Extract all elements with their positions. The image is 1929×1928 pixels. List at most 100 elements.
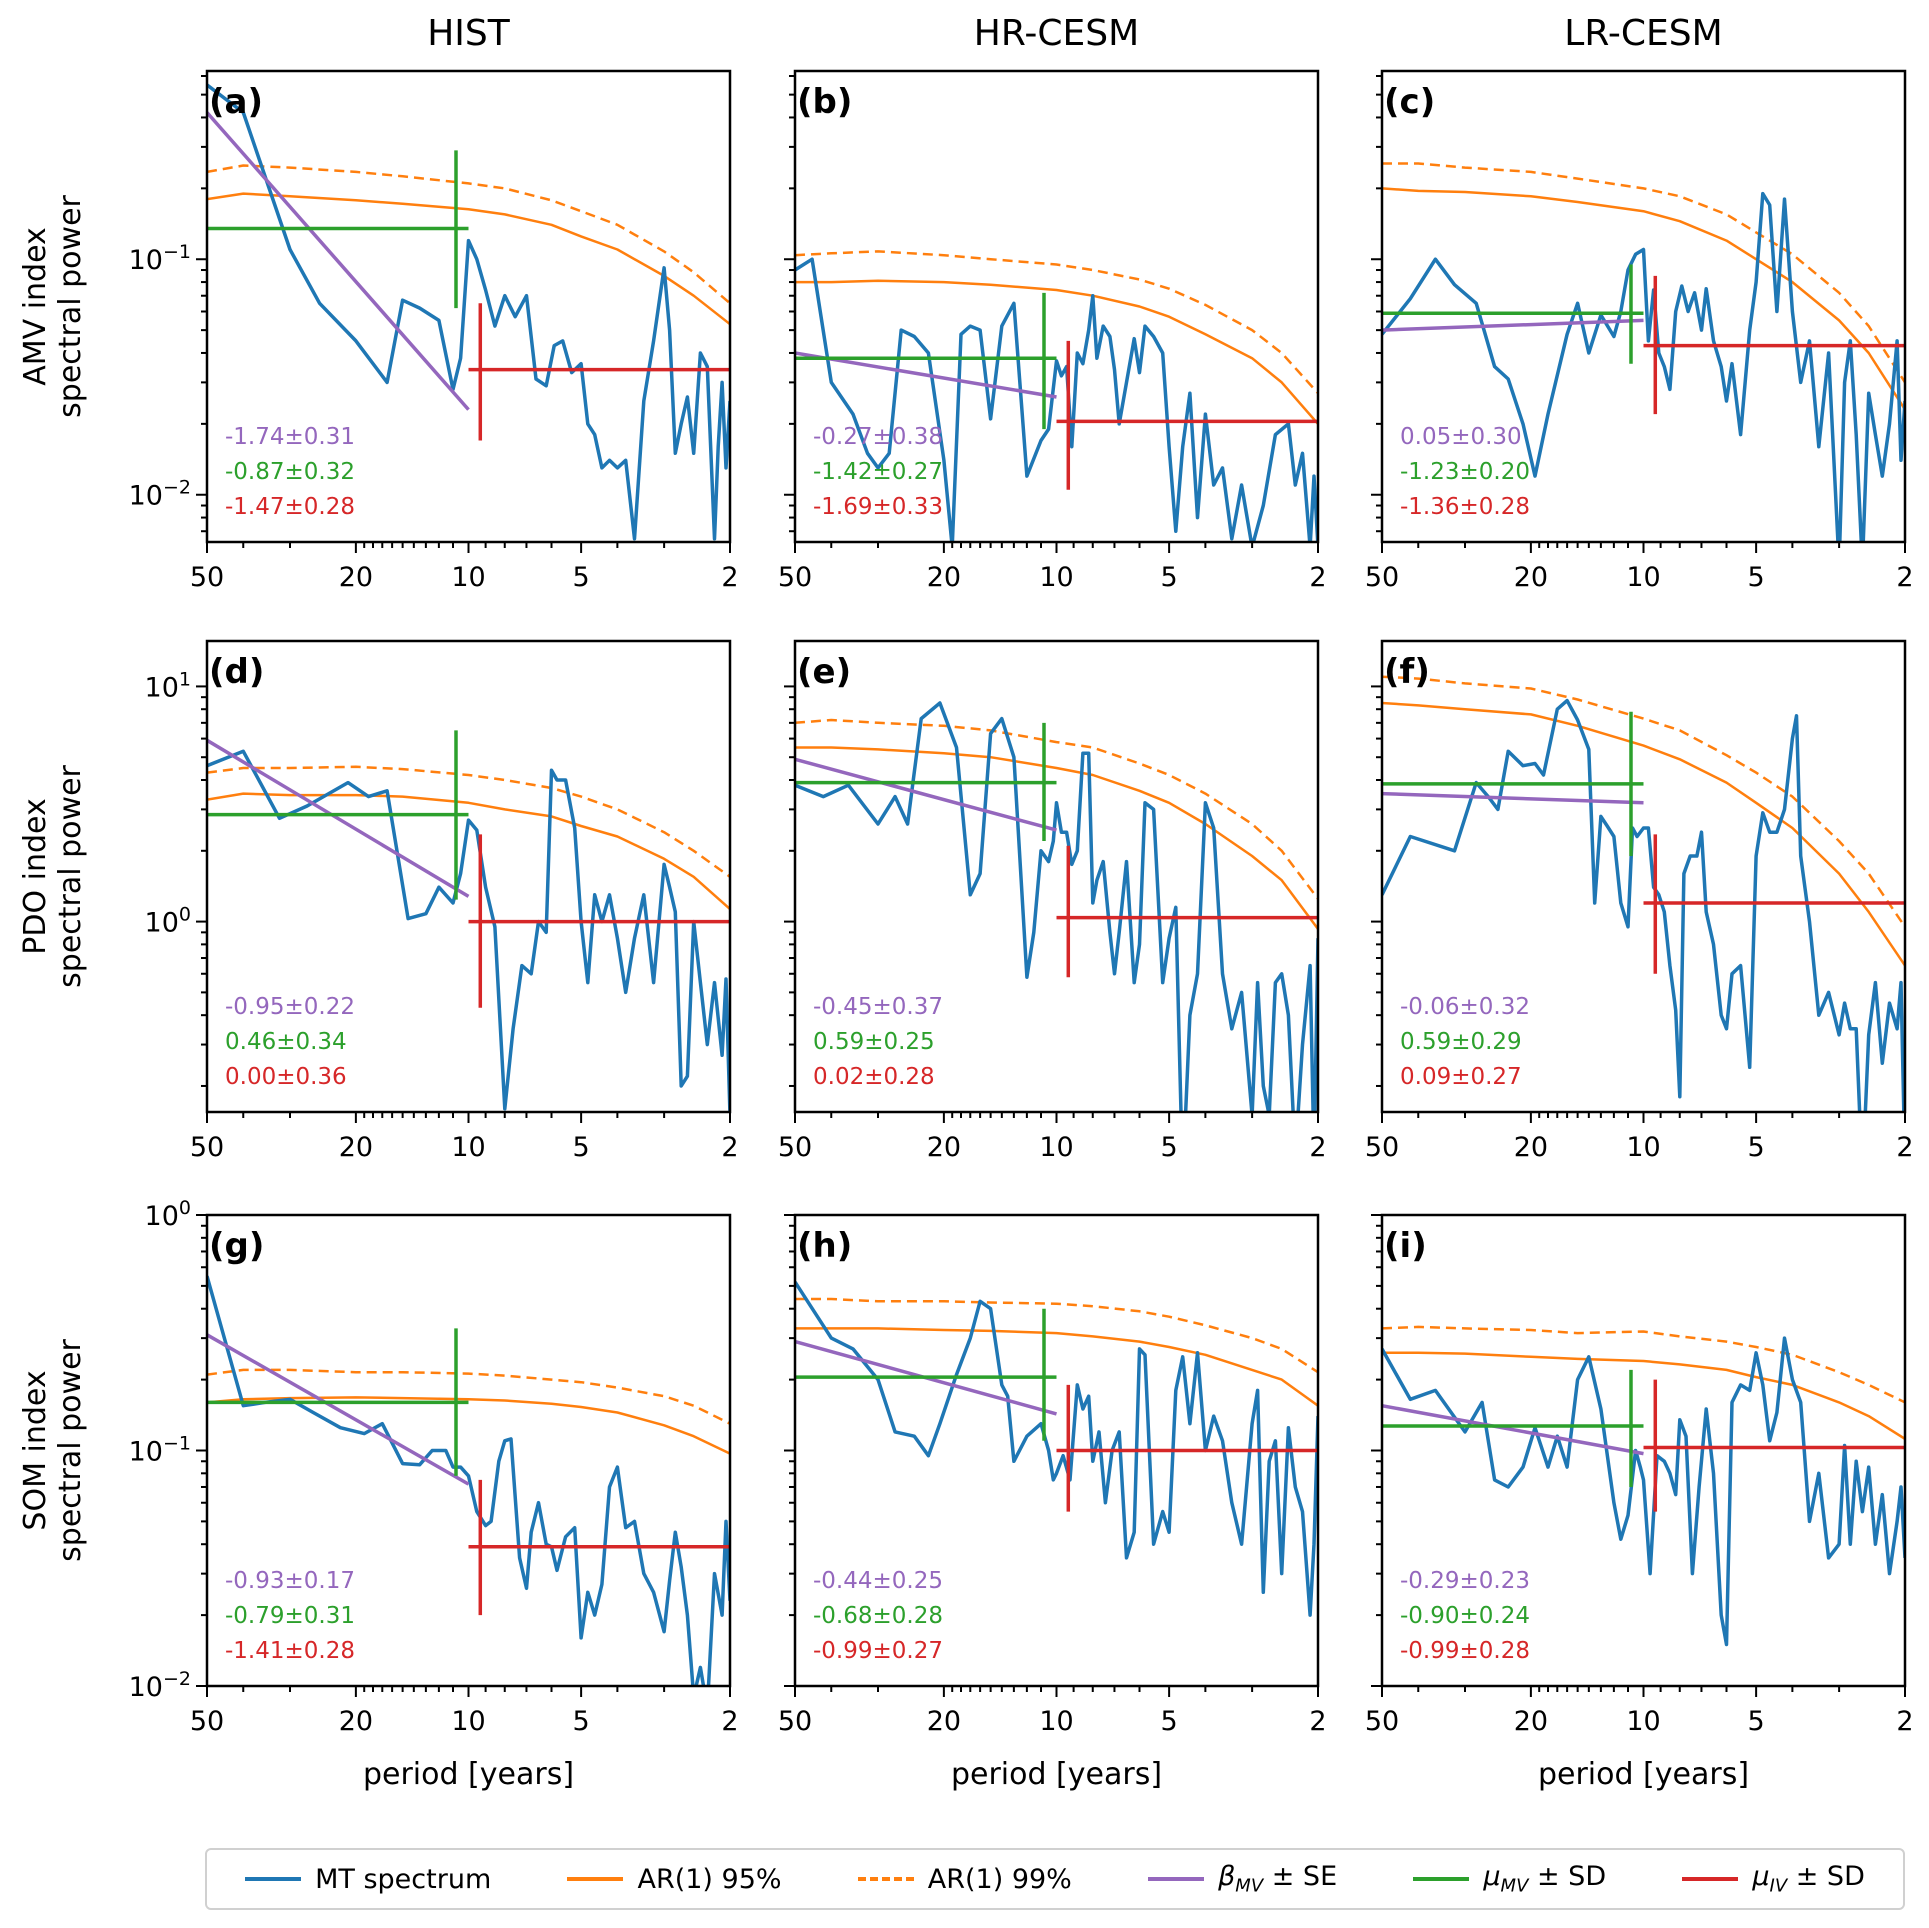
ar1-95-line [795, 746, 1318, 930]
ar1-95-line [1382, 187, 1905, 411]
x-tick-label: 20 [1514, 1706, 1548, 1737]
x-tick-label: 20 [927, 562, 961, 593]
ar1-95-line [795, 1327, 1318, 1407]
annotation-mu-iv: 0.02±0.28 [813, 1064, 935, 1090]
plot-area [207, 83, 730, 541]
beta-mv-line [207, 738, 470, 898]
mt-spectrum-line [795, 1280, 1318, 1617]
x-tick-label: 50 [190, 562, 224, 593]
plot-area [207, 1275, 730, 1686]
annotation-beta: -1.74±0.31 [225, 424, 355, 450]
x-tick-label: 20 [339, 1132, 373, 1163]
beta-mv-line [795, 351, 1057, 399]
plot-area [795, 1280, 1318, 1617]
x-tick-label: 10 [1039, 1132, 1073, 1163]
annotation-mu-iv: 0.09±0.27 [1400, 1064, 1522, 1090]
x-tick-label: 5 [1161, 562, 1178, 593]
x-tick-label: 10 [1626, 562, 1660, 593]
x-axis-label: period [years] [951, 1757, 1162, 1792]
legend-swatch [1682, 1876, 1739, 1881]
x-tick-label: 10 [451, 1132, 485, 1163]
panel-f: 50 20 10 5 2 (f) -0.06±0.32 0.59±0.29 0.09±0.27 [1365, 639, 1914, 1163]
annotation-beta: -0.44±0.25 [813, 1568, 943, 1594]
ar1-99-line [207, 1368, 730, 1425]
x-tick-label: 5 [1161, 1706, 1178, 1737]
x-tick-label: 50 [1365, 562, 1399, 593]
beta-mv-line [1382, 318, 1644, 332]
ar1-99-line [1382, 162, 1905, 384]
annotation-mu-mv: 0.46±0.34 [225, 1029, 347, 1055]
annotation-mu-mv: 0.59±0.25 [813, 1029, 935, 1055]
x-tick-label: 50 [778, 1132, 812, 1163]
y-tick-label: 101 [145, 668, 191, 703]
annotation-mu-iv: -0.99±0.27 [813, 1638, 943, 1664]
mt-spectrum-line [1382, 698, 1905, 1112]
mt-spectrum-line [795, 257, 1318, 542]
plot-area [795, 250, 1318, 542]
legend-label: MT spectrum [315, 1863, 492, 1895]
x-tick-label: 20 [339, 562, 373, 593]
legend-item-mu-iv: μIV ± SD [1682, 1861, 1865, 1897]
x-tick-label: 2 [1309, 1706, 1326, 1737]
annotation-beta: -0.06±0.32 [1400, 994, 1530, 1020]
y-tick-label: 100 [145, 1197, 191, 1232]
annotation-mu-iv: -1.69±0.33 [813, 494, 943, 520]
annotation-mu-mv: -0.68±0.28 [813, 1603, 943, 1629]
y-tick-label: 100 [145, 904, 191, 939]
legend-label: βMV ± SE [1218, 1861, 1338, 1897]
legend-swatch [1413, 1876, 1470, 1881]
panel-i: 50 20 10 5 2 (i) -0.29±0.23 -0.90±0.24 -0.99±0.2… [1365, 1213, 1914, 1792]
ar1-99-line [1382, 1325, 1905, 1404]
annotation-mu-iv: -0.99±0.28 [1400, 1638, 1530, 1664]
annotation-mu-mv: 0.59±0.29 [1400, 1029, 1522, 1055]
row-label: spectral power [53, 1338, 88, 1561]
annotation-mu-mv: -0.90±0.24 [1400, 1603, 1530, 1629]
ar1-99-line [207, 765, 730, 878]
y-tick-label: 10−2 [129, 1668, 191, 1703]
x-tick-label: 10 [1039, 562, 1073, 593]
ar1-95-line [207, 1396, 730, 1455]
row-label: AMV index [18, 227, 53, 386]
legend-item-beta: βMV ± SE [1148, 1861, 1338, 1897]
legend-item-mt: MT spectrum [245, 1864, 491, 1895]
x-tick-label: 5 [1161, 1132, 1178, 1163]
column-title: LR-CESM [1564, 13, 1722, 54]
x-tick-label: 2 [721, 562, 738, 593]
beta-mv-line [1382, 791, 1644, 805]
x-tick-label: 5 [573, 562, 590, 593]
panel-label: (e) [797, 652, 851, 692]
plot-area [795, 701, 1318, 1112]
panel-b: 50 20 10 5 2 (b) -0.27±0.38 -1.42±0.27 -1.69±0.3… [778, 69, 1327, 593]
annotation-beta: -0.27±0.38 [813, 424, 943, 450]
plot-area [207, 730, 730, 1112]
panel-d: 50 20 10 5 2 101 100 (d) -0.95±0.22 0.46±0.34 0.00… [145, 639, 739, 1163]
panel-label: (h) [797, 1226, 852, 1266]
legend-label: AR(1) 99% [927, 1863, 1072, 1895]
row-label: PDO index [18, 798, 53, 954]
panel-c: 50 20 10 5 2 (c) 0.05±0.30 -1.23±0.20 -1.36±0.28 [1365, 69, 1914, 593]
panel-g: 50 20 10 5 2 100 10−1 10−2 (g) -0.93±0.17 -0.79±0.… [129, 1197, 739, 1792]
beta-mv-line [1382, 1403, 1644, 1456]
x-tick-label: 10 [1626, 1706, 1660, 1737]
ar1-99-line [795, 250, 1318, 395]
annotation-mu-mv: -1.42±0.27 [813, 459, 943, 485]
legend-label: μMV ± SD [1483, 1861, 1607, 1897]
beta-mv-line [207, 111, 470, 411]
x-tick-label: 50 [1365, 1132, 1399, 1163]
row-label: SOM index [18, 1370, 53, 1530]
legend-swatch [1148, 1876, 1205, 1881]
legend-item-mu-mv: μMV ± SD [1413, 1861, 1607, 1897]
annotation-mu-mv: -0.87±0.32 [225, 459, 355, 485]
legend-item-ar95: AR(1) 95% [567, 1864, 782, 1895]
ar1-95-line [1382, 701, 1905, 967]
ar1-99-line [795, 1297, 1318, 1374]
column-title: HIST [427, 13, 511, 54]
legend-swatch [245, 1877, 302, 1881]
plot-area [1382, 675, 1905, 1112]
annotation-mu-iv: -1.36±0.28 [1400, 494, 1530, 520]
row-label: spectral power [53, 194, 88, 417]
ar1-95-line [1382, 1351, 1905, 1440]
panel-e: 50 20 10 5 2 (e) -0.45±0.37 0.59±0.25 0.02±0.28 [778, 639, 1327, 1163]
x-tick-label: 5 [573, 1706, 590, 1737]
